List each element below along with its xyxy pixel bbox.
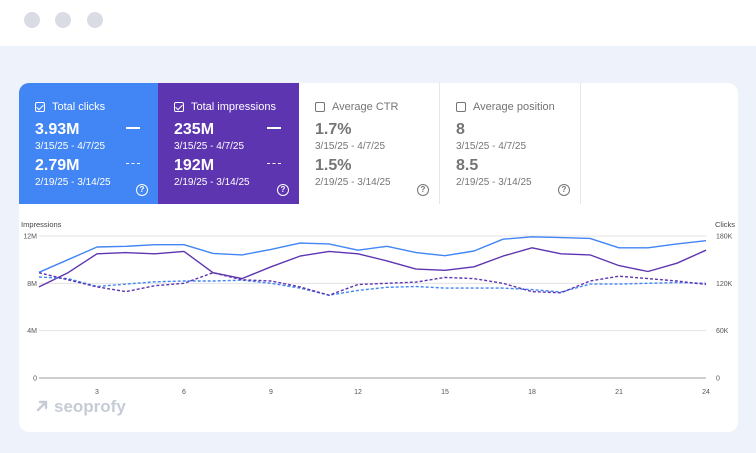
performance-chart[interactable]: Impressions Clicks 12M 8M 4M 0 180K 120K 60K 0 3… — [19, 204, 738, 432]
left-tick-label: 4M — [27, 328, 37, 335]
left-axis-label: Impressions — [21, 220, 62, 229]
metric-previous-range: 2/19/25 - 3/14/25 — [456, 177, 532, 188]
metric-previous-range: 2/19/25 - 3/14/25 — [174, 177, 250, 188]
x-tick-label: 24 — [702, 389, 710, 396]
x-tick-label: 21 — [615, 389, 623, 396]
dashed-line-legend-icon — [126, 163, 140, 164]
x-tick-label: 3 — [95, 389, 99, 396]
series-line-2 — [38, 247, 707, 288]
metric-total-impressions[interactable]: Total impressions 235M 3/15/25 - 4/7/25 … — [158, 83, 299, 204]
checkbox-checked-icon[interactable] — [174, 102, 184, 112]
series-line-3 — [38, 276, 707, 296]
metric-current-range: 3/15/25 - 4/7/25 — [456, 141, 527, 152]
x-tick-label: 15 — [441, 389, 449, 396]
left-tick-label: 12M — [23, 234, 37, 241]
metric-current-value: 1.7% — [315, 121, 352, 138]
metric-current-range: 3/15/25 - 4/7/25 — [35, 141, 106, 152]
metric-previous-value: 1.5% — [315, 157, 352, 174]
x-tick-label: 6 — [182, 389, 186, 396]
metric-label: Average position — [473, 101, 555, 113]
left-tick-label: 0 — [33, 376, 37, 383]
window-minimize-control[interactable] — [55, 12, 71, 28]
right-tick-label: 0 — [716, 376, 720, 383]
x-tick-label: 12 — [354, 389, 362, 396]
metric-label: Total clicks — [52, 101, 106, 113]
seoprofy-logo: seoprofy — [36, 397, 126, 416]
metric-average-position[interactable]: Average position 8 3/15/25 - 4/7/25 8.5 … — [440, 83, 581, 204]
series-line-4 — [38, 271, 707, 296]
right-tick-label: 180K — [716, 234, 733, 241]
metric-current-value: 235M — [174, 121, 215, 138]
solid-line-legend-icon — [267, 127, 281, 129]
metric-total-clicks[interactable]: Total clicks 3.93M 3/15/25 - 4/7/25 2.79… — [19, 83, 158, 204]
help-icon[interactable]: ? — [558, 184, 570, 196]
window-titlebar — [0, 0, 756, 46]
right-axis-label: Clicks — [715, 220, 735, 229]
performance-card: Total clicks 3.93M 3/15/25 - 4/7/25 2.79… — [19, 83, 738, 432]
metric-previous-range: 2/19/25 - 3/14/25 — [315, 177, 391, 188]
metric-average-ctr[interactable]: Average CTR 1.7% 3/15/25 - 4/7/25 1.5% 2… — [299, 83, 440, 204]
checkbox-unchecked-icon[interactable] — [315, 102, 325, 112]
x-tick-label: 18 — [528, 389, 536, 396]
metric-current-range: 3/15/25 - 4/7/25 — [174, 141, 245, 152]
metric-current-range: 3/15/25 - 4/7/25 — [315, 141, 386, 152]
dashed-line-legend-icon — [267, 163, 281, 164]
metric-previous-range: 2/19/25 - 3/14/25 — [35, 177, 111, 188]
metric-label: Average CTR — [332, 101, 399, 113]
left-tick-label: 8M — [27, 281, 37, 288]
help-icon[interactable]: ? — [136, 184, 148, 196]
metric-previous-value: 8.5 — [456, 157, 479, 174]
right-tick-label: 120K — [716, 281, 733, 288]
metric-previous-value: 192M — [174, 157, 215, 174]
solid-line-legend-icon — [126, 127, 140, 129]
series-line-1 — [38, 236, 707, 273]
checkbox-unchecked-icon[interactable] — [456, 102, 466, 112]
metric-previous-value: 2.79M — [35, 157, 80, 174]
x-tick-label: 9 — [269, 389, 273, 396]
help-icon[interactable]: ? — [277, 184, 289, 196]
metric-current-value: 3.93M — [35, 121, 80, 138]
window-maximize-control[interactable] — [87, 12, 103, 28]
window-close-control[interactable] — [24, 12, 40, 28]
brand-name: seoprofy — [54, 397, 126, 416]
metric-label: Total impressions — [191, 101, 276, 113]
right-tick-label: 60K — [716, 328, 729, 335]
help-icon[interactable]: ? — [417, 184, 429, 196]
checkbox-checked-icon[interactable] — [35, 102, 45, 112]
metric-current-value: 8 — [456, 121, 465, 138]
